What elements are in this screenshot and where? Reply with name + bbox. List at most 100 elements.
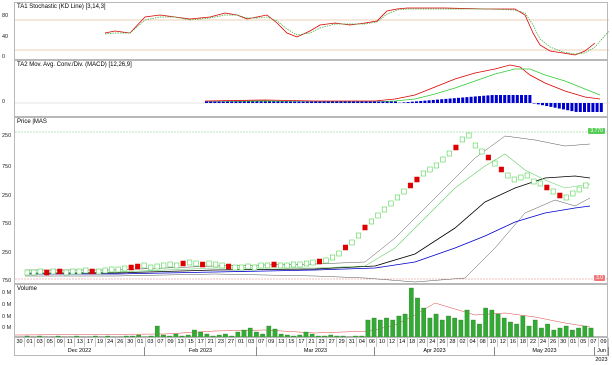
- macd-hist-bar: [268, 102, 271, 104]
- macd-hist-bar: [541, 103, 544, 105]
- macd-hist-bar: [566, 103, 569, 110]
- x-day-label: 09: [599, 338, 609, 347]
- candle: [389, 201, 394, 206]
- volume-bar: [372, 318, 376, 338]
- x-day-label: 12: [388, 338, 398, 347]
- macd-hist-bar: [352, 102, 355, 104]
- volume-bar: [533, 320, 537, 338]
- macd-hist-bar: [583, 103, 586, 112]
- macd-hist-bar: [449, 99, 452, 103]
- candle: [343, 245, 348, 250]
- x-day-label: 01: [136, 338, 146, 347]
- x-month-label: Dec 2022: [15, 347, 145, 356]
- macd-hist-bar: [587, 103, 590, 112]
- price-label-4: 750: [0, 221, 14, 227]
- volume-bar: [521, 316, 525, 338]
- macd-hist-bar: [394, 102, 397, 104]
- candle: [285, 263, 290, 268]
- x-day-label: 05: [45, 338, 55, 347]
- macd-hist-bar: [432, 100, 435, 103]
- x-day-label: 07: [156, 338, 166, 347]
- macd-hist-bar: [457, 98, 460, 103]
- macd-hist-bar: [264, 102, 267, 104]
- candle: [233, 265, 238, 270]
- x-day-label: 26: [116, 338, 126, 347]
- macd-hist-bar: [222, 102, 225, 104]
- macd-hist-bar: [491, 95, 494, 103]
- macd-hist-bar: [520, 95, 523, 103]
- candle: [363, 225, 368, 230]
- x-day-label: 30: [559, 338, 569, 347]
- price-label-2: 750: [0, 164, 14, 170]
- candle: [220, 263, 225, 268]
- volume-bar: [397, 316, 401, 338]
- volume-bar: [415, 298, 419, 338]
- x-day-label: 12: [498, 338, 508, 347]
- stoch-label-0: 0: [0, 54, 14, 60]
- price-tag-high: 3.770: [588, 128, 605, 134]
- candle: [194, 261, 199, 266]
- macd-pane[interactable]: TA2 Mov. Avg. Conv./Div. (MACD) [12,26,9…: [14, 60, 608, 117]
- macd-hist-bar: [310, 102, 313, 104]
- x-day-label: 04: [357, 338, 367, 347]
- candle: [447, 151, 452, 156]
- candle: [421, 171, 426, 176]
- macd-hist-bar: [495, 95, 498, 103]
- x-day-label: 26: [438, 338, 448, 347]
- macd-hist-bar: [591, 103, 594, 112]
- macd-hist-bar: [579, 103, 582, 112]
- signal-line: [205, 69, 600, 102]
- candle: [213, 262, 218, 267]
- candle: [324, 258, 329, 263]
- candle: [252, 265, 257, 270]
- candle: [168, 262, 173, 267]
- x-day-label: 10: [377, 338, 387, 347]
- macd-hist-bar: [260, 102, 263, 104]
- stoch-label-80: 80: [0, 13, 14, 19]
- candle: [31, 270, 36, 275]
- x-day-label: 01: [236, 338, 246, 347]
- candle: [181, 261, 186, 266]
- candle: [304, 261, 309, 266]
- candle: [70, 269, 75, 274]
- candle: [493, 161, 498, 166]
- macd-hist-bar: [369, 102, 372, 104]
- x-day-label: 30: [126, 338, 136, 347]
- volume-bar: [391, 320, 395, 338]
- x-month-label: Feb 2023: [145, 347, 257, 356]
- macd-hist-bar: [461, 97, 464, 103]
- macd-hist-bar: [390, 102, 393, 104]
- x-day-label: 03: [35, 338, 45, 347]
- macd-hist-bar: [415, 101, 418, 103]
- x-month-label: May 2023: [495, 347, 595, 356]
- candle: [382, 207, 387, 212]
- vol-label-3: 0 M: [0, 314, 14, 320]
- volume-bar: [366, 320, 370, 338]
- price-pane[interactable]: Price |MAS 3.770 3.0: [14, 117, 608, 284]
- x-day-label: 17: [85, 338, 95, 347]
- x-day-label: 17: [196, 338, 206, 347]
- macd-hist-bar: [533, 103, 536, 104]
- candle: [415, 177, 420, 182]
- candle: [259, 263, 264, 268]
- macd-hist-bar: [453, 98, 456, 103]
- candle: [77, 269, 82, 274]
- price-label-6: 750: [0, 278, 14, 284]
- volume-pane[interactable]: Volume: [14, 284, 608, 337]
- candle: [272, 262, 277, 267]
- x-day-label: 13: [75, 338, 85, 347]
- macd-hist-bar: [474, 96, 477, 103]
- d-line: [105, 9, 609, 54]
- macd-hist-bar: [285, 102, 288, 104]
- candle: [142, 263, 147, 268]
- macd-hist-bar: [470, 97, 473, 103]
- macd-hist-bar: [402, 102, 405, 103]
- macd-hist-bar: [444, 99, 447, 103]
- stochastic-pane[interactable]: TA1 Stochastic (KD Line) [3,14,3]: [14, 2, 608, 60]
- candle: [337, 251, 342, 256]
- macd-hist-bar: [482, 96, 485, 103]
- candle: [356, 233, 361, 238]
- macd-hist-bar: [373, 102, 376, 104]
- x-day-label: 21: [206, 338, 216, 347]
